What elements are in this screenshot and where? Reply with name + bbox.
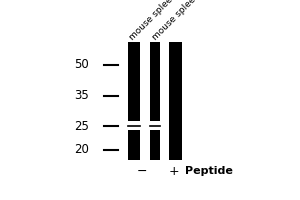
Text: 25: 25: [74, 120, 89, 133]
Text: mouse spleen: mouse spleen: [128, 0, 178, 42]
Text: −: −: [137, 165, 147, 178]
Text: +: +: [168, 165, 179, 178]
Text: 35: 35: [74, 89, 89, 102]
Text: mouse spleen: mouse spleen: [151, 0, 202, 42]
Text: 20: 20: [74, 143, 89, 156]
Text: 50: 50: [74, 58, 89, 71]
Text: Peptide: Peptide: [185, 166, 233, 176]
